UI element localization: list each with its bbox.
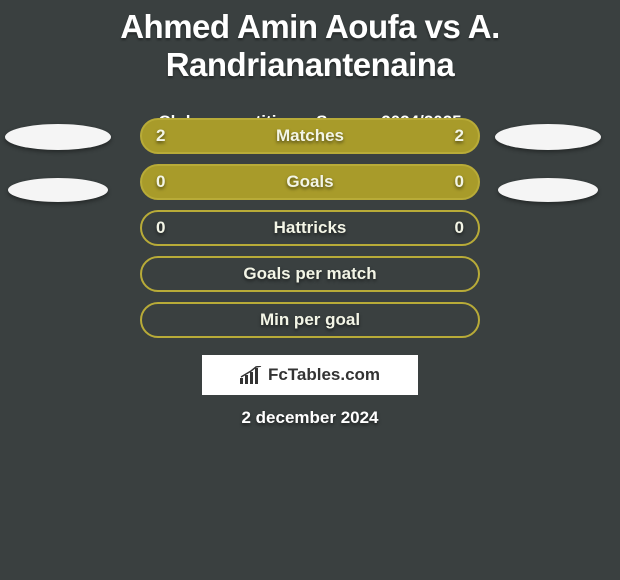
stat-row: 2 Matches 2 xyxy=(140,118,480,154)
branding-text: FcTables.com xyxy=(268,365,380,385)
stat-label: Goals xyxy=(286,172,333,192)
stat-row: Goals per match xyxy=(140,256,480,292)
stat-value-left: 0 xyxy=(156,218,165,238)
page-title: Ahmed Amin Aoufa vs A. Randrianantenaina xyxy=(0,0,620,88)
stat-label: Min per goal xyxy=(260,310,360,330)
player-marker xyxy=(8,178,108,202)
stat-label: Goals per match xyxy=(243,264,376,284)
stat-row: 0 Goals 0 xyxy=(140,164,480,200)
player-marker xyxy=(498,178,598,202)
stat-label: Matches xyxy=(276,126,344,146)
branding-badge: FcTables.com xyxy=(202,355,418,395)
stat-row: Min per goal xyxy=(140,302,480,338)
stat-value-left: 2 xyxy=(156,126,165,146)
player-marker xyxy=(5,124,111,150)
date-line: 2 december 2024 xyxy=(0,408,620,428)
stat-value-right: 2 xyxy=(455,126,464,146)
stat-value-right: 0 xyxy=(455,218,464,238)
stat-label: Hattricks xyxy=(274,218,347,238)
player-marker xyxy=(495,124,601,150)
stat-value-left: 0 xyxy=(156,172,165,192)
chart-icon xyxy=(240,366,262,384)
stat-row: 0 Hattricks 0 xyxy=(140,210,480,246)
stat-rows: 2 Matches 2 0 Goals 0 0 Hattricks 0 Goals per mat… xyxy=(140,118,480,348)
stat-value-right: 0 xyxy=(455,172,464,192)
